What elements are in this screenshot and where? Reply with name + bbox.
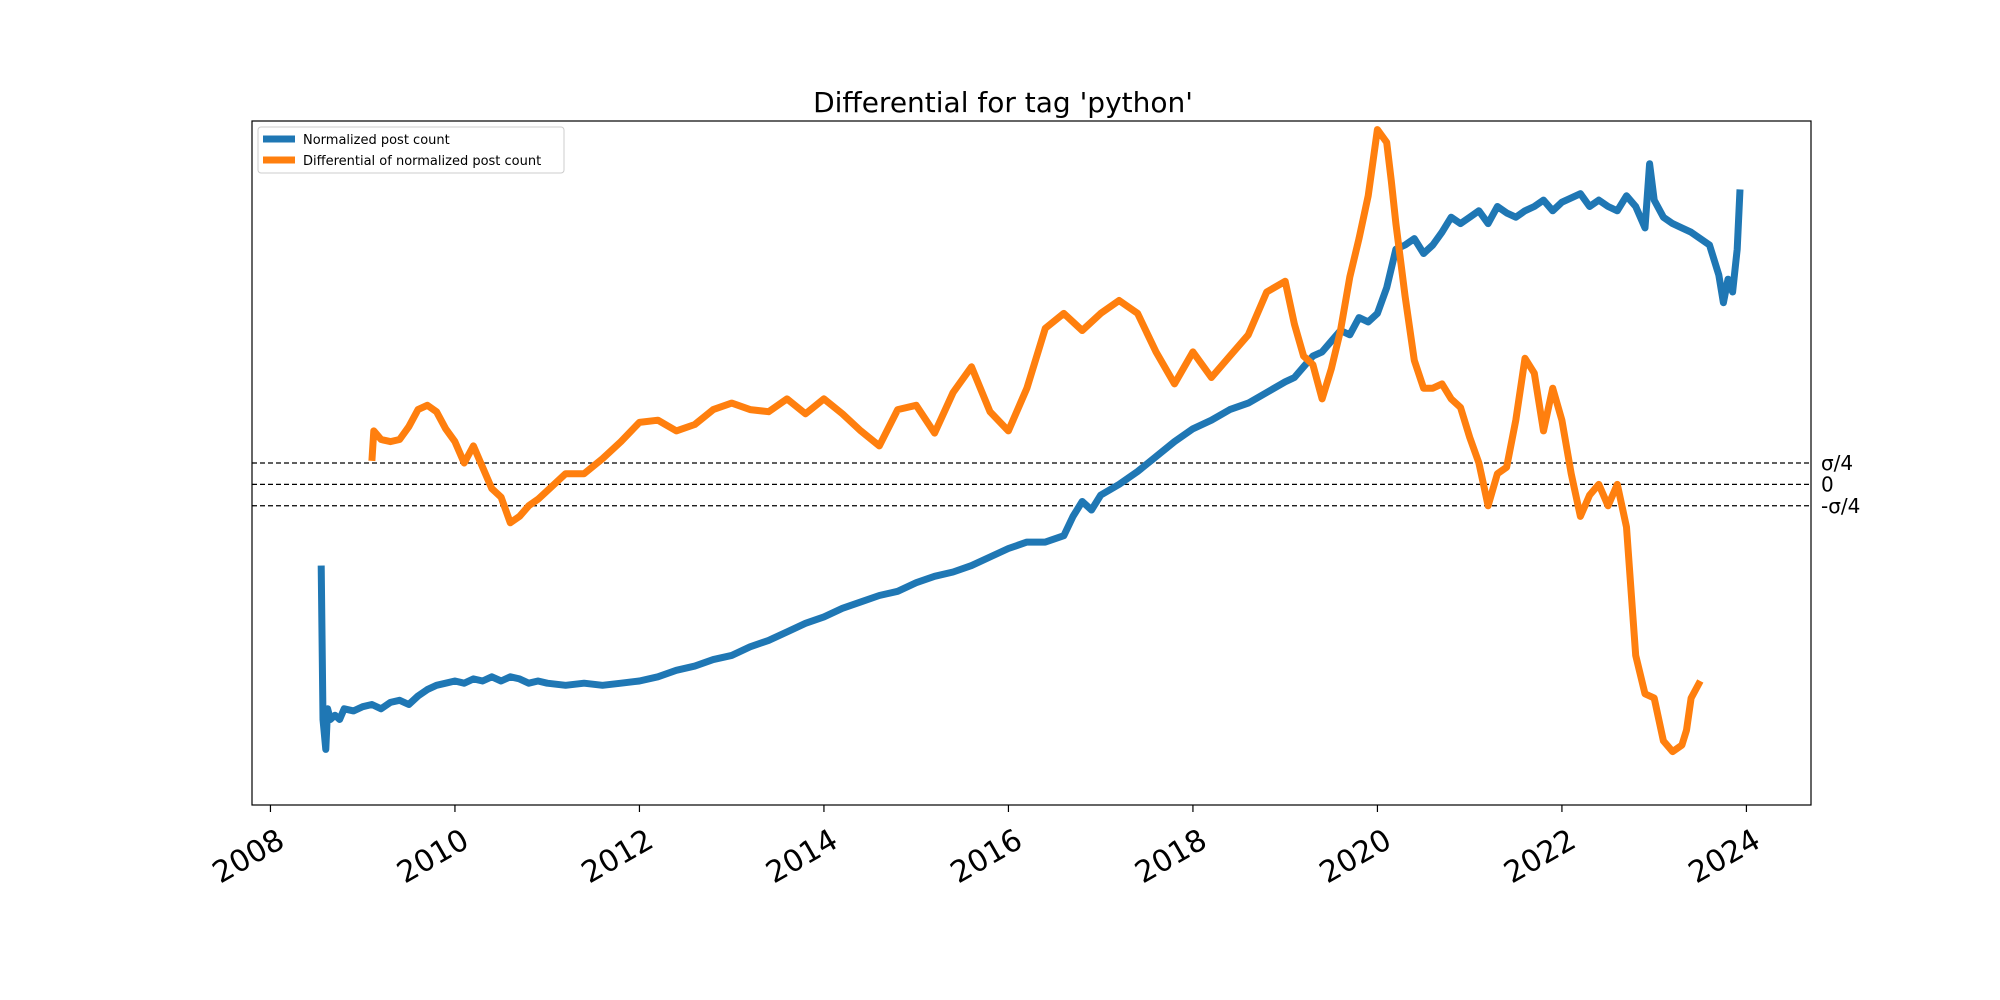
x-tick-label: 2018	[1129, 822, 1213, 890]
series-line-0	[317, 160, 1744, 753]
chart-title: Differential for tag 'python'	[813, 86, 1193, 119]
series-line-1	[368, 126, 1704, 756]
x-tick-label: 2012	[576, 822, 660, 890]
legend-label: Differential of normalized post count	[303, 154, 541, 169]
legend-frame	[257, 126, 565, 174]
legend: Normalized post count Differential of nor…	[257, 126, 565, 174]
x-tick-label: 2008	[207, 822, 291, 890]
reference-line-label: -σ/4	[1821, 494, 1860, 518]
x-tick-label: 2016	[945, 822, 1029, 890]
legend-label: Normalized post count	[303, 133, 450, 148]
x-tick-label: 2022	[1498, 822, 1582, 890]
x-tick-label: 2024	[1683, 822, 1767, 890]
x-axis: 2008 2010 2012 2014 2016 2018 2020 2022 2024	[207, 805, 1767, 891]
reference-line-label: 0	[1821, 472, 1834, 496]
reference-line-label: σ/4	[1821, 451, 1853, 475]
x-tick-label: 2010	[391, 822, 475, 890]
series-layer	[317, 126, 1744, 756]
reference-lines: σ/40-σ/4	[252, 451, 1860, 518]
plot-frame	[251, 120, 1812, 806]
x-tick-label: 2014	[760, 822, 844, 890]
x-tick-label: 2020	[1314, 822, 1398, 890]
